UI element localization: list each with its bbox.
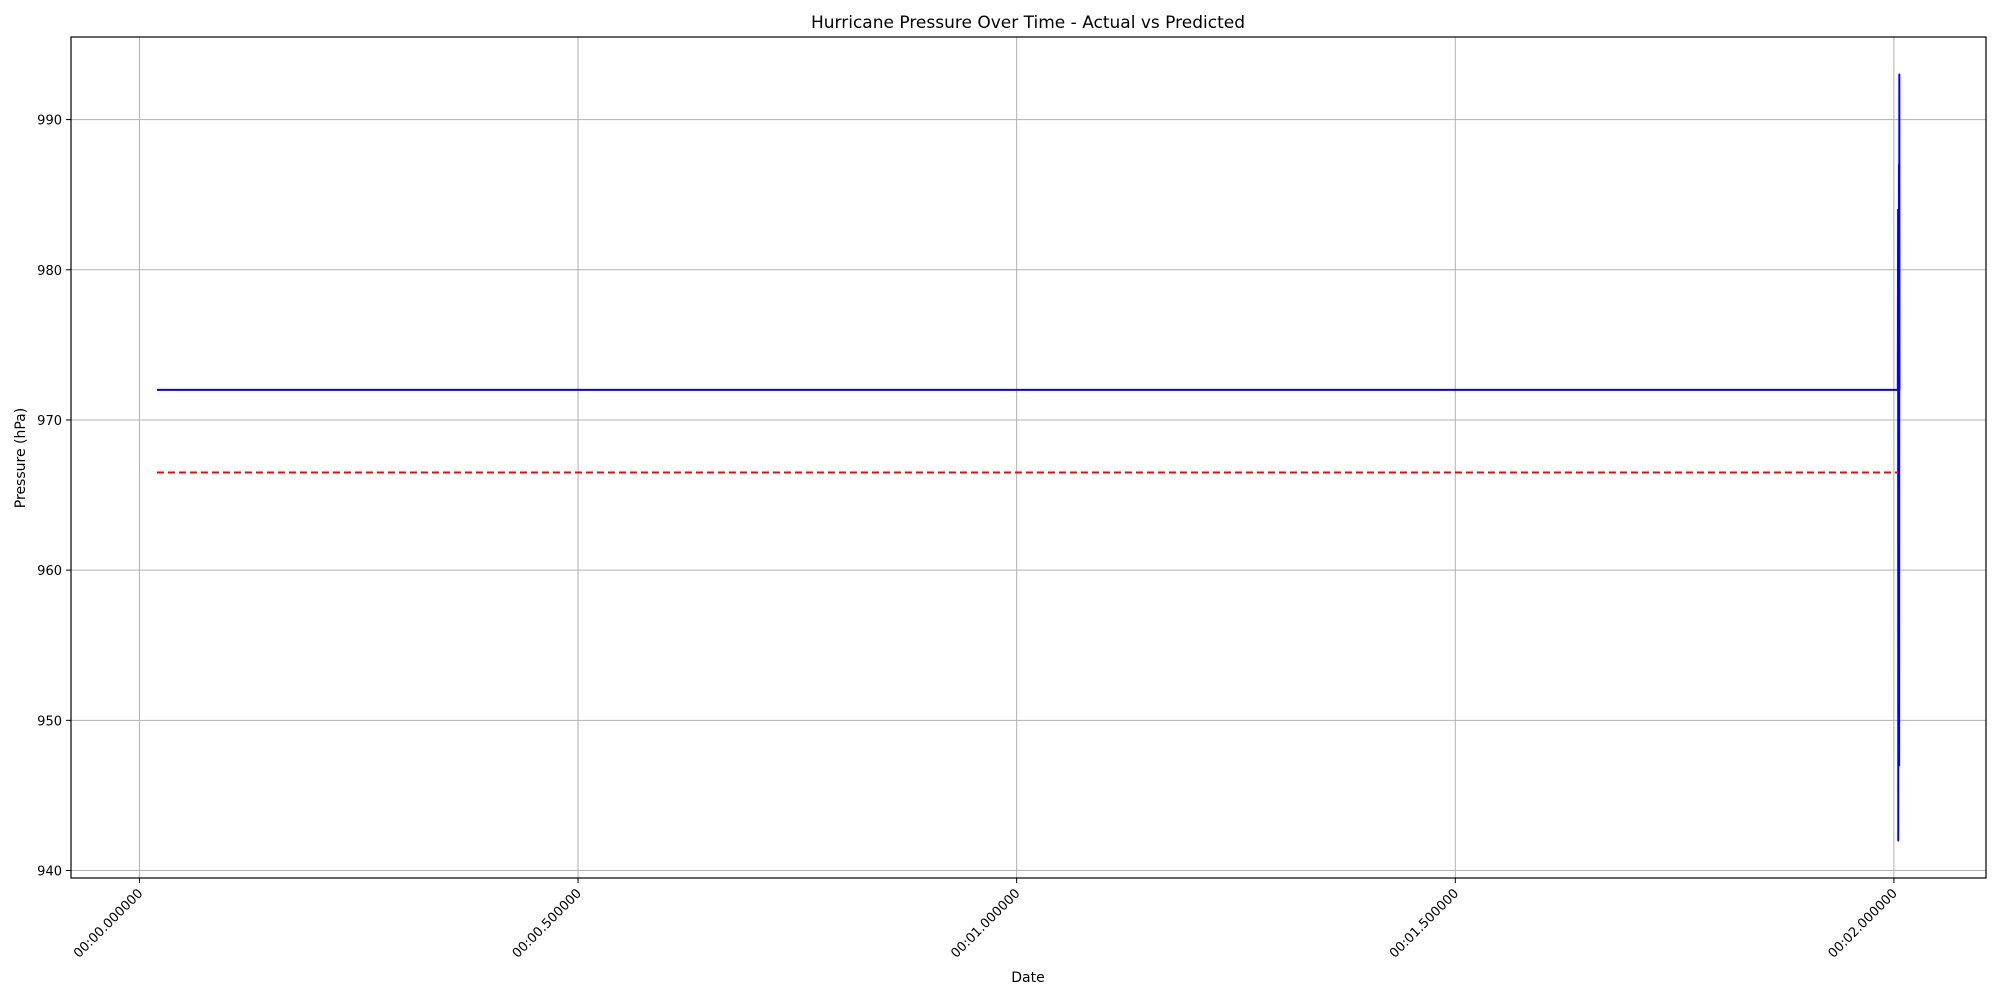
grid (71, 37, 1986, 878)
y-tick-label: 950 (37, 714, 62, 729)
actual-pressure-line (156, 73, 1901, 842)
y-tick-label: 940 (37, 864, 62, 879)
y-tick-label: 970 (37, 414, 62, 429)
y-tick-label: 960 (37, 564, 62, 579)
plot-lines (156, 73, 1901, 842)
y-tick-label: 990 (37, 114, 62, 129)
y-axis: 940 950 960 970 980 990 (37, 114, 71, 879)
x-axis-title: Date (1011, 970, 1044, 986)
chart-title: Hurricane Pressure Over Time - Actual vs… (811, 13, 1245, 33)
y-axis-title: Pressure (hPa) (13, 408, 29, 508)
y-tick-label: 980 (37, 264, 62, 279)
plot-frame (70, 36, 1987, 879)
